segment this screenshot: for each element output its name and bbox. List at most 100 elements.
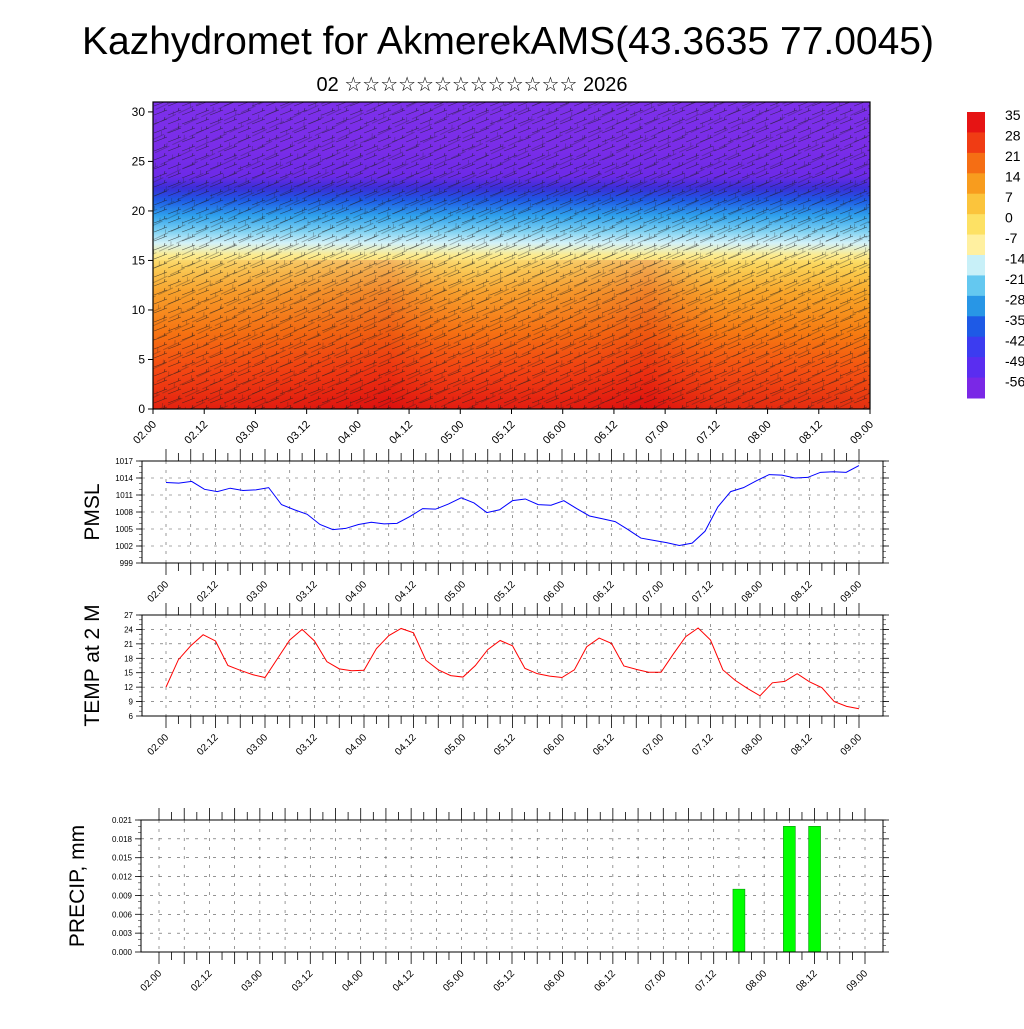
cs-ytick-label: 10 <box>132 303 146 317</box>
cs-ytick-label: 15 <box>132 253 146 267</box>
xtick-label: 06.12 <box>593 968 619 994</box>
ytick-label: 21 <box>124 640 133 649</box>
cs-ytick-label: 30 <box>132 105 146 119</box>
xtick-label: 04.12 <box>393 579 419 605</box>
cs-xtick-label: 08.00 <box>746 419 774 447</box>
xtick-label: 06.12 <box>591 579 617 605</box>
ytick-label: 24 <box>124 625 133 634</box>
xtick-label: 02.00 <box>139 968 165 994</box>
cross-section-panel: 0 5 10 15 20 25 30 02.00 02.12 03.00 03.12 04.00 04… <box>131 101 876 447</box>
xtick-label: 02.12 <box>195 579 221 605</box>
ytick-label: 0.009 <box>112 891 133 900</box>
ytick-label: 12 <box>124 683 133 692</box>
colorbar-label: -49 <box>1005 353 1024 369</box>
cs-xtick-label: 05.00 <box>438 419 466 447</box>
colorbar-label: -56 <box>1005 374 1024 390</box>
ytick-label: 0.000 <box>112 948 133 957</box>
colorbar-label: -35 <box>1005 312 1024 328</box>
colorbar-label: -14 <box>1005 251 1024 267</box>
ytick-label: 6 <box>129 712 134 721</box>
xtick-label: 09.00 <box>839 732 865 758</box>
xtick-label: 09.00 <box>845 968 871 994</box>
precip-bar <box>808 826 821 953</box>
xtick-label: 07.12 <box>690 732 716 758</box>
colorbar-swatch <box>967 336 985 358</box>
pmsl-series-line <box>165 465 860 546</box>
cs-xtick-label: 03.00 <box>234 419 262 447</box>
xtick-label: 06.12 <box>591 732 617 758</box>
cs-xtick-label: 07.12 <box>695 419 723 447</box>
ytick-label: 1011 <box>116 491 134 500</box>
precip-panel: 0.000 0.003 0.006 0.009 0.012 0.015 0.018 0.021… <box>66 808 889 994</box>
cs-xtick-label: 03.12 <box>285 419 313 447</box>
xtick-label: 07.12 <box>690 579 716 605</box>
ytick-label: 0.015 <box>112 854 133 863</box>
xtick-label: 07.12 <box>693 968 719 994</box>
xtick-label: 05.00 <box>443 732 469 758</box>
cs-xtick-label: 09.00 <box>848 419 876 447</box>
ytick-label: 15 <box>124 669 133 678</box>
ytick-label: 0.018 <box>112 835 133 844</box>
colorbar-label: 0 <box>1005 210 1013 226</box>
cs-xtick-label: 02.12 <box>182 419 210 447</box>
colorbar-label: 7 <box>1005 189 1013 205</box>
colorbar-swatch <box>967 377 985 399</box>
colorbar: 35 28 21 14 7 0 -7 -14 -21 -28 -35 -42 -49 -56 <box>967 107 1024 399</box>
xtick-label: 04.12 <box>391 968 417 994</box>
ytick-label: 1008 <box>115 508 133 517</box>
ytick-label: 0.006 <box>112 910 133 919</box>
colorbar-swatch <box>967 152 985 174</box>
page-title: Kazhydromet for AkmerekAMS(43.3635 77.00… <box>82 20 934 63</box>
xtick-label: 08.12 <box>794 968 820 994</box>
cs-xtick-label: 08.12 <box>797 419 825 447</box>
xtick-label: 07.00 <box>641 732 667 758</box>
xtick-label: 04.00 <box>344 732 370 758</box>
xtick-label: 06.00 <box>542 579 568 605</box>
pmsl-panel: 999 1002 1005 1008 1011 1014 1017 02.00 02.12 03.… <box>81 449 889 605</box>
colorbar-swatch <box>967 173 985 195</box>
cs-xtick-label: 04.12 <box>387 419 415 447</box>
colorbar-swatch <box>967 316 985 338</box>
xtick-label: 07.00 <box>643 968 669 994</box>
cs-xtick-label: 04.00 <box>336 419 364 447</box>
xtick-label: 03.12 <box>294 579 320 605</box>
ytick-label: 0.021 <box>112 816 133 825</box>
cs-ytick-label: 25 <box>132 154 146 168</box>
colorbar-swatch <box>967 275 985 297</box>
precip-bar <box>783 826 796 953</box>
cs-ytick-label: 5 <box>138 352 145 366</box>
ytick-label: 1017 <box>115 457 133 466</box>
colorbar-swatch <box>967 112 985 133</box>
xtick-label: 05.00 <box>441 968 467 994</box>
wind-barbs-layer-2 <box>153 102 870 409</box>
colorbar-swatch <box>967 295 985 317</box>
colorbar-label: 14 <box>1005 169 1021 185</box>
cs-ytick-label: 20 <box>132 204 146 218</box>
colorbar-label: -7 <box>1005 230 1018 246</box>
cs-xtick-label: 05.12 <box>490 419 518 447</box>
precip-bar <box>732 888 746 953</box>
colorbar-swatch <box>967 255 985 276</box>
xtick-label: 02.00 <box>146 579 172 605</box>
xtick-label: 09.00 <box>839 579 865 605</box>
xtick-label: 05.12 <box>492 579 518 605</box>
colorbar-swatch <box>967 214 985 236</box>
y-axis-title: TEMP at 2 M <box>81 604 104 726</box>
xtick-label: 08.00 <box>744 968 770 994</box>
colorbar-label: -42 <box>1005 333 1024 349</box>
cs-xtick-label: 02.00 <box>131 419 159 447</box>
ytick-label: 1005 <box>115 525 133 534</box>
xtick-label: 07.00 <box>641 579 667 605</box>
ytick-label: 1014 <box>115 474 133 483</box>
ytick-label: 1002 <box>115 542 133 551</box>
xtick-label: 08.00 <box>740 579 766 605</box>
ytick-label: 9 <box>129 698 134 707</box>
colorbar-label: -28 <box>1005 292 1024 308</box>
cs-ytick-label: 0 <box>138 402 145 416</box>
colorbar-swatch <box>967 234 985 256</box>
xtick-label: 04.00 <box>340 968 366 994</box>
xtick-label: 05.12 <box>492 968 518 994</box>
xtick-label: 03.00 <box>245 579 271 605</box>
xtick-label: 03.12 <box>290 968 316 994</box>
colorbar-swatch <box>967 132 985 154</box>
